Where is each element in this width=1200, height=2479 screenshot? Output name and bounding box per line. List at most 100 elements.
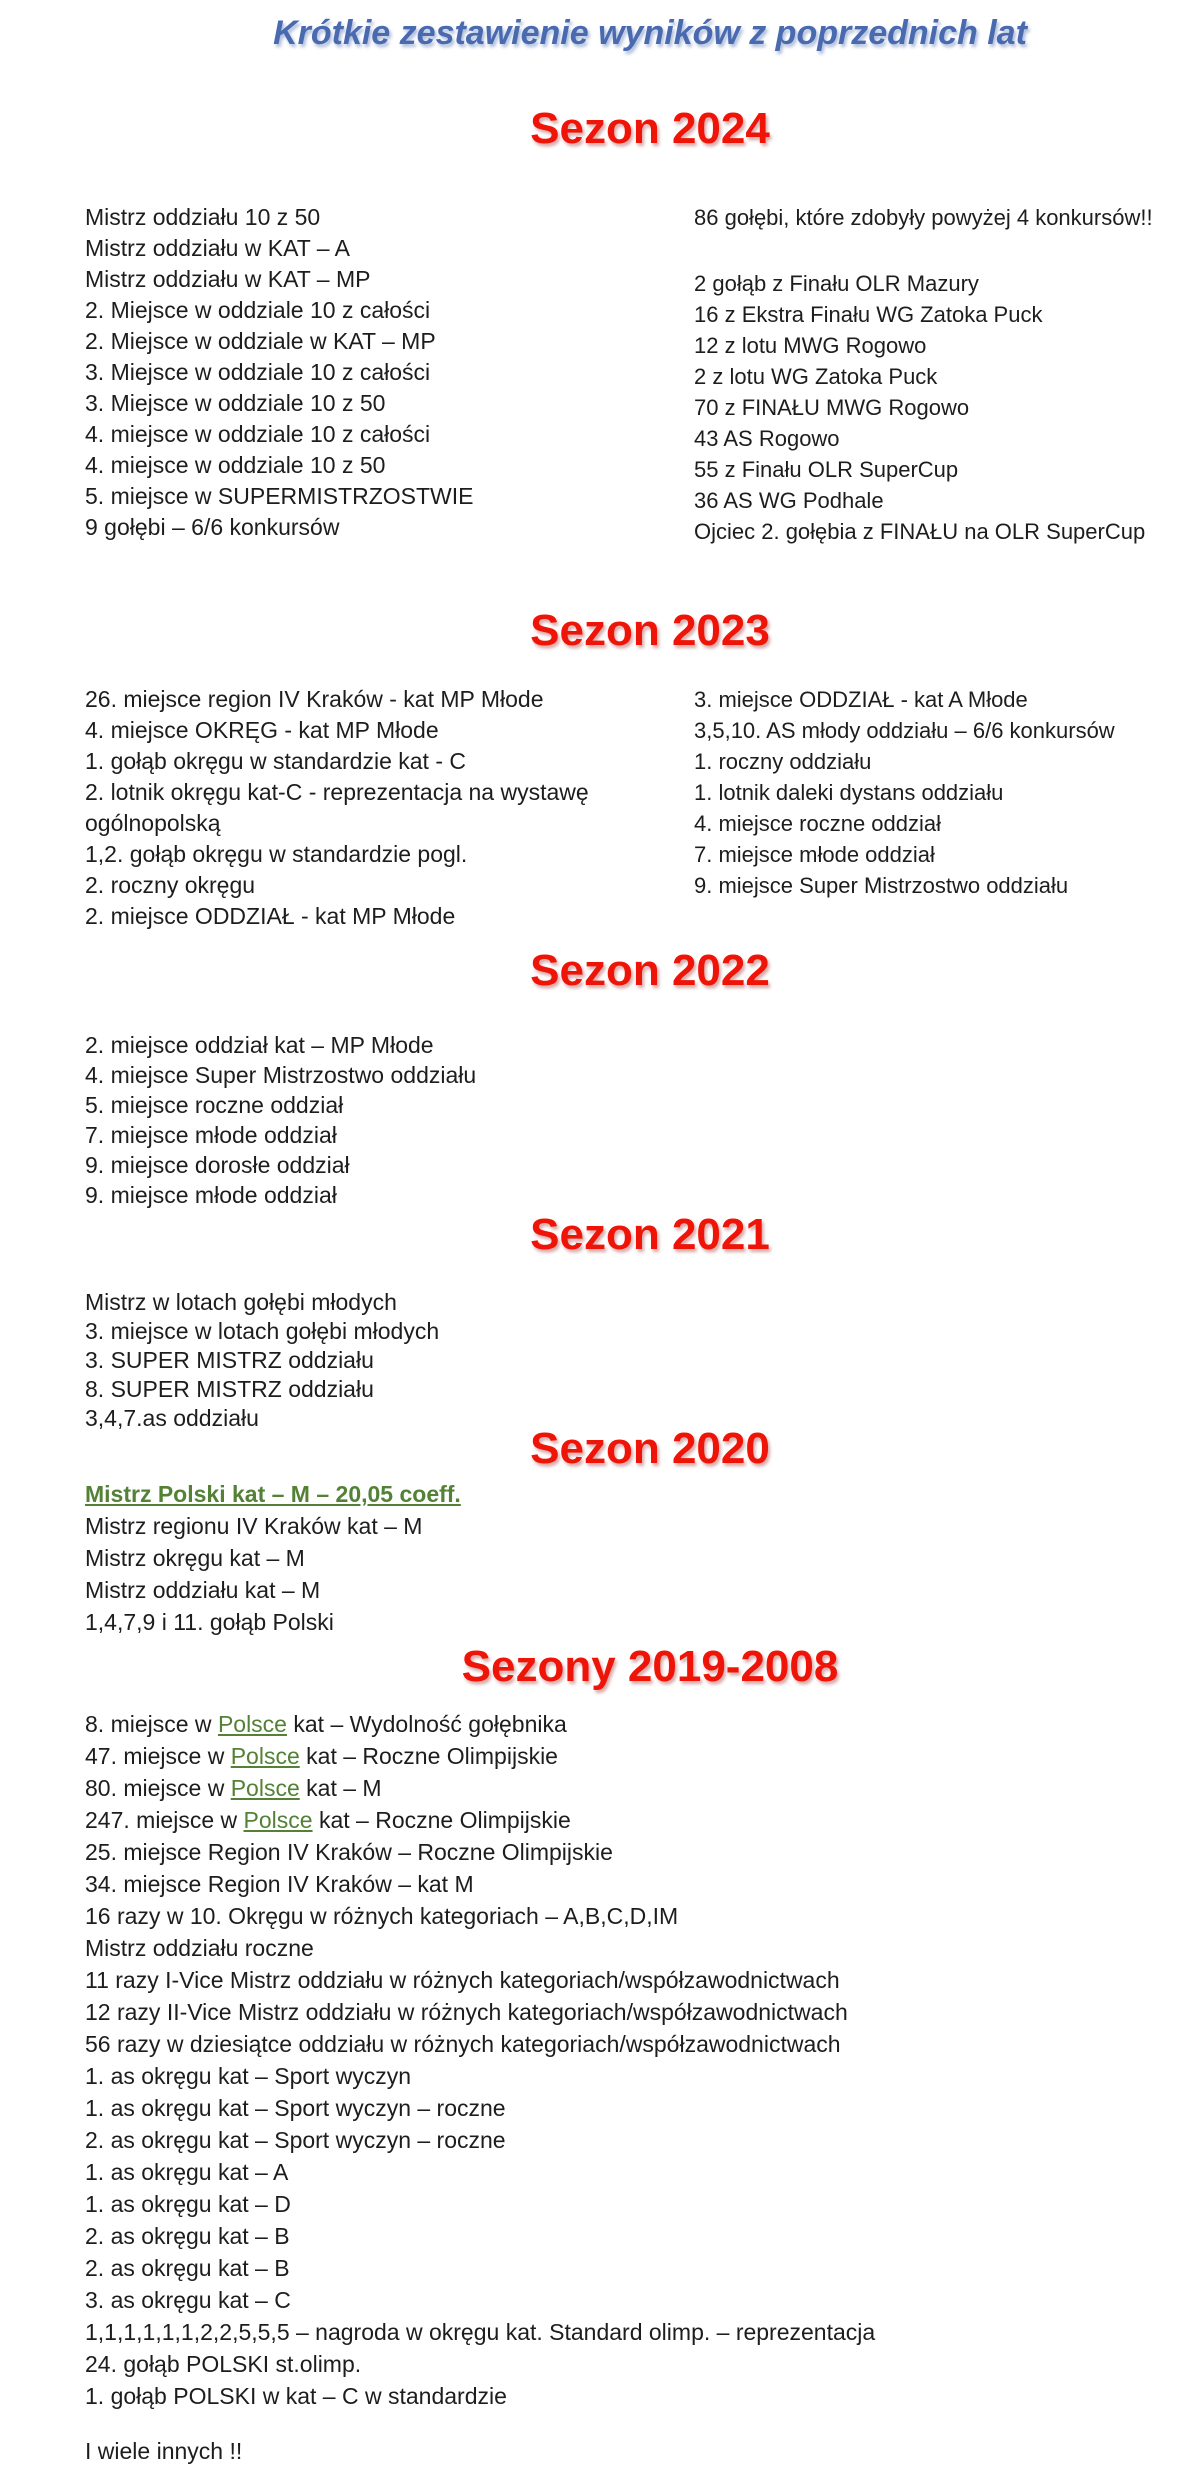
season-2020-heading: Sezon 2020 — [530, 1424, 770, 1473]
result-line: 47. miejsce w Polsce kat – Roczne Olimpi… — [85, 1740, 875, 1772]
result-line: Mistrz oddziału w KAT – MP — [85, 266, 371, 292]
result-line: 36 AS WG Podhale — [694, 488, 884, 513]
result-line: 3. SUPER MISTRZ oddziału — [85, 1347, 374, 1373]
result-line: 2. roczny okręgu — [85, 872, 256, 898]
seasons-2019-2008-heading: Sezony 2019-2008 — [461, 1642, 839, 1691]
result-line: 3. miejsce ODDZIAŁ - kat A Młode — [694, 687, 1028, 712]
result-line: 2 z lotu WG Zatoka Puck — [694, 364, 938, 389]
result-line: Mistrz w lotach gołębi młodych — [85, 1289, 397, 1315]
result-line: Ojciec 2. gołębia z FINAŁU na OLR SuperC… — [694, 519, 1146, 544]
season-2021-heading: Sezon 2021 — [530, 1210, 770, 1259]
result-line: 3. Miejsce w oddziale 10 z 50 — [85, 390, 386, 416]
result-line: 9 gołębi – 6/6 konkursów — [85, 514, 340, 540]
result-line: 2. as okręgu kat – Sport wyczyn – roczne — [85, 2127, 506, 2153]
result-line: 9. miejsce Super Mistrzostwo oddziału — [694, 873, 1069, 898]
footer-note: I wiele innych !! — [85, 2438, 243, 2464]
result-line: 2. as okręgu kat – B — [85, 2255, 290, 2281]
result-line: 24. gołąb POLSKI st.olimp. — [85, 2351, 362, 2377]
polsce-link[interactable]: Polsce — [230, 1775, 300, 1801]
result-line: 4. miejsce roczne oddział — [694, 811, 942, 836]
result-line: 4. miejsce w oddziale 10 z 50 — [85, 452, 386, 478]
result-line: 8. miejsce w Polsce kat – Wydolność gołę… — [85, 1708, 875, 1740]
result-line: 1,1,1,1,1,1,2,2,5,5,5 – nagroda w okręgu… — [85, 2319, 876, 2345]
line-text: kat – M — [299, 1775, 382, 1801]
champion-highlight-line: Mistrz Polski kat – M – 20,05 coeff. — [85, 1481, 461, 1507]
result-line: 26. miejsce region IV Kraków - kat MP Mł… — [85, 686, 544, 712]
result-line: 1,2. gołąb okręgu w standardzie pogl. — [85, 841, 468, 867]
line-text: kat – Roczne Olimpijskie — [299, 1743, 558, 1769]
result-line: 16 z Ekstra Finału WG Zatoka Puck — [694, 302, 1043, 327]
season-2023-heading: Sezon 2023 — [530, 606, 770, 655]
result-line: 43 AS Rogowo — [694, 426, 840, 451]
result-line: 5. miejsce w SUPERMISTRZOSTWIE — [85, 483, 474, 509]
result-line: 56 razy w dziesiątce oddziału w różnych … — [85, 2031, 841, 2057]
result-line: 3. miejsce w lotach gołębi młodych — [85, 1318, 440, 1344]
result-line: 4. miejsce OKRĘG - kat MP Młode — [85, 717, 439, 743]
polsce-link[interactable]: Polsce — [230, 1743, 300, 1769]
result-line: 3,5,10. AS młody oddziału – 6/6 konkursó… — [694, 718, 1115, 743]
result-line: 2. as okręgu kat – B — [85, 2223, 290, 2249]
result-line: 4. miejsce Super Mistrzostwo oddziału — [85, 1062, 477, 1088]
result-line: 1. gołąb okręgu w standardzie kat - C — [85, 748, 466, 774]
result-line: 2. miejsce ODDZIAŁ - kat MP Młode — [85, 903, 456, 929]
season-2023-right-column: 3. miejsce ODDZIAŁ - kat A Młode 3,5,10.… — [694, 684, 1200, 901]
result-line: 16 razy w 10. Okręgu w różnych kategoria… — [85, 1903, 679, 1929]
result-line: 247. miejsce w Polsce kat – Roczne Olimp… — [85, 1804, 875, 1836]
result-line: Mistrz regionu IV Kraków kat – M — [85, 1513, 423, 1539]
result-line: 4. miejsce w oddziale 10 z całości — [85, 421, 431, 447]
result-line: 34. miejsce Region IV Kraków – kat M — [85, 1871, 474, 1897]
season-2022-heading: Sezon 2022 — [530, 946, 770, 995]
result-line: 11 razy I-Vice Mistrz oddziału w różnych… — [85, 1967, 840, 1993]
result-line: 1. as okręgu kat – A — [85, 2159, 289, 2185]
result-intro-line: 86 gołębi, które zdobyły powyżej 4 konku… — [694, 205, 1153, 230]
polsce-link[interactable]: Polsce — [243, 1807, 313, 1833]
result-line: 3. as okręgu kat – C — [85, 2287, 291, 2313]
result-line: 1,4,7,9 i 11. gołąb Polski — [85, 1609, 334, 1635]
polsce-link[interactable]: Polsce — [217, 1711, 287, 1737]
result-line: 80. miejsce w Polsce kat – M — [85, 1772, 875, 1804]
result-line: 70 z FINAŁU MWG Rogowo — [694, 395, 970, 420]
result-line: 12 z lotu MWG Rogowo — [694, 333, 927, 358]
result-line: 1. gołąb POLSKI w kat – C w standardzie — [85, 2383, 507, 2409]
result-line: Mistrz oddziału kat – M — [85, 1577, 321, 1603]
line-text: 8. miejsce w — [85, 1711, 218, 1737]
line-text: 47. miejsce w — [85, 1743, 231, 1769]
result-line: 5. miejsce roczne oddział — [85, 1092, 344, 1118]
season-2024-heading: Sezon 2024 — [530, 104, 770, 153]
result-line: 12 razy II-Vice Mistrz oddziału w różnyc… — [85, 1999, 848, 2025]
document-title: Krótkie zestawienie wyników z poprzednic… — [273, 14, 1027, 52]
result-line: 3. Miejsce w oddziale 10 z całości — [85, 359, 431, 385]
line-text: kat – Roczne Olimpijskie — [312, 1807, 571, 1833]
season-2020-list: Mistrz Polski kat – M – 20,05 coeff. Mis… — [85, 1478, 461, 1638]
result-line: 1. lotnik daleki dystans oddziału — [694, 780, 1004, 805]
result-line: 1. as okręgu kat – Sport wyczyn – roczne — [85, 2095, 506, 2121]
seasons-2019-2008-list: 8. miejsce w Polsce kat – Wydolność gołę… — [85, 1708, 875, 2412]
result-line: 55 z Finału OLR SuperCup — [694, 457, 959, 482]
result-line: Mistrz okręgu kat – M — [85, 1545, 305, 1571]
result-line: 2. miejsce oddział kat – MP Młode — [85, 1032, 434, 1058]
result-line: 1. as okręgu kat – Sport wyczyn — [85, 2063, 411, 2089]
season-2022-list: 2. miejsce oddział kat – MP Młode 4. mie… — [85, 1030, 476, 1210]
result-line: 7. miejsce młode oddział — [85, 1122, 337, 1148]
result-line: Mistrz oddziału roczne — [85, 1935, 314, 1961]
line-text: kat – Wydolność gołębnika — [286, 1711, 567, 1737]
season-2024-right-column: 86 gołębi, które zdobyły powyżej 4 konku… — [694, 202, 1200, 547]
result-line: 2 gołąb z Finału OLR Mazury — [694, 271, 979, 296]
result-line: 9. miejsce dorosłe oddział — [85, 1152, 350, 1178]
result-line: 9. miejsce młode oddział — [85, 1182, 337, 1208]
result-line: 8. SUPER MISTRZ oddziału — [85, 1376, 374, 1402]
result-line: 1. as okręgu kat – D — [85, 2191, 291, 2217]
result-line: Mistrz oddziału 10 z 50 — [85, 204, 321, 230]
result-line: 7. miejsce młode oddział — [694, 842, 935, 867]
line-text: 247. miejsce w — [85, 1807, 244, 1833]
season-2024-left-column: Mistrz oddziału 10 z 50 Mistrz oddziału … — [85, 202, 685, 543]
result-line: 1. roczny oddziału — [694, 749, 872, 774]
result-line: 2. lotnik okręgu kat-C - reprezentacja n… — [85, 779, 589, 836]
result-line: 25. miejsce Region IV Kraków – Roczne Ol… — [85, 1839, 613, 1865]
result-line: 3,4,7.as oddziału — [85, 1405, 259, 1431]
season-2023-left-column: 26. miejsce region IV Kraków - kat MP Mł… — [85, 684, 675, 932]
season-2021-list: Mistrz w lotach gołębi młodych 3. miejsc… — [85, 1288, 439, 1433]
result-line: 2. Miejsce w oddziale w KAT – MP — [85, 328, 436, 354]
line-text: 80. miejsce w — [85, 1775, 231, 1801]
